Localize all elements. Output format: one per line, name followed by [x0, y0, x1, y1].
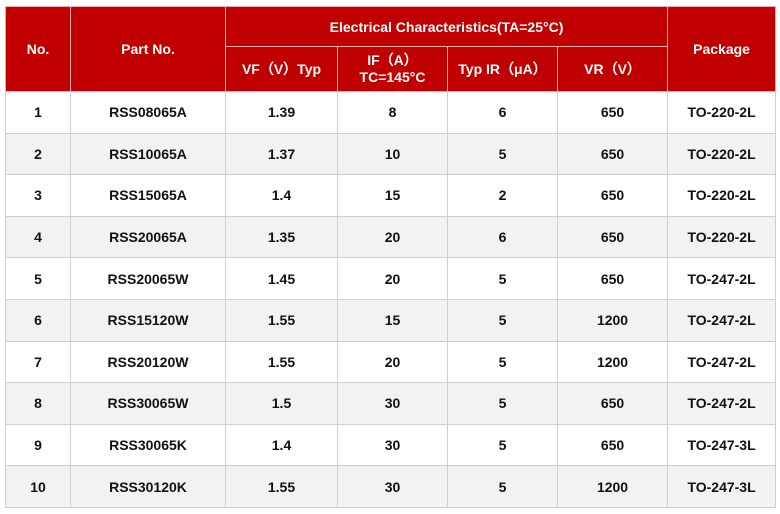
cell-vf: 1.5	[225, 382, 338, 425]
table-row: 7 RSS20120W 1.55 20 5 1200 TO-247-2L	[5, 340, 777, 384]
cell-vf: 1.55	[225, 340, 338, 384]
cell-no: 9	[5, 423, 71, 467]
cell-package: TO-247-2L	[667, 257, 777, 300]
cell-vr: 1200	[556, 340, 669, 384]
cell-vf: 1.45	[225, 257, 338, 300]
cell-ir: 6	[447, 91, 558, 134]
header-vf: VF（V）Typ	[225, 46, 338, 92]
cell-package: TO-247-3L	[667, 465, 777, 508]
cell-vr: 650	[556, 174, 669, 217]
cell-part-no: RSS30120K	[70, 465, 226, 508]
cell-no: 8	[5, 382, 71, 425]
cell-vr: 650	[556, 215, 669, 259]
cell-vf: 1.37	[225, 132, 338, 176]
cell-package: TO-220-2L	[667, 132, 777, 176]
cell-package: TO-220-2L	[667, 174, 777, 217]
cell-ir: 6	[447, 215, 558, 259]
cell-package: TO-247-3L	[667, 423, 777, 467]
cell-if: 20	[337, 257, 448, 300]
cell-no: 4	[5, 215, 71, 259]
table-row: 3 RSS15065A 1.4 15 2 650 TO-220-2L	[5, 174, 777, 217]
cell-part-no: RSS30065K	[70, 423, 226, 467]
table-row: 9 RSS30065K 1.4 30 5 650 TO-247-3L	[5, 423, 777, 467]
cell-if: 30	[337, 465, 448, 508]
cell-if: 15	[337, 174, 448, 217]
cell-no: 6	[5, 298, 71, 342]
cell-if: 8	[337, 91, 448, 134]
product-table: No. Part No. Electrical Characteristics(…	[5, 6, 777, 508]
cell-ir: 5	[447, 465, 558, 508]
cell-vr: 650	[556, 91, 669, 134]
cell-vf: 1.4	[225, 423, 338, 467]
table-row: 10 RSS30120K 1.55 30 5 1200 TO-247-3L	[5, 465, 777, 508]
cell-vr: 650	[556, 132, 669, 176]
cell-part-no: RSS08065A	[70, 91, 226, 134]
header-if-line2: TC=145°C	[359, 69, 426, 85]
cell-package: TO-247-2L	[667, 382, 777, 425]
cell-vf: 1.39	[225, 91, 338, 134]
cell-vr: 650	[556, 257, 669, 300]
cell-if: 30	[337, 382, 448, 425]
table-row: 6 RSS15120W 1.55 15 5 1200 TO-247-2L	[5, 298, 777, 342]
cell-if: 20	[337, 215, 448, 259]
header-package: Package	[667, 6, 777, 92]
cell-ir: 5	[447, 382, 558, 425]
cell-if: 10	[337, 132, 448, 176]
cell-no: 1	[5, 91, 71, 134]
cell-vr: 1200	[556, 298, 669, 342]
cell-part-no: RSS20065W	[70, 257, 226, 300]
cell-vr: 1200	[556, 465, 669, 508]
table-row: 2 RSS10065A 1.37 10 5 650 TO-220-2L	[5, 132, 777, 176]
cell-if: 15	[337, 298, 448, 342]
cell-package: TO-220-2L	[667, 91, 777, 134]
cell-no: 3	[5, 174, 71, 217]
cell-vf: 1.35	[225, 215, 338, 259]
header-if-line1: IF（A）	[367, 52, 418, 68]
cell-part-no: RSS10065A	[70, 132, 226, 176]
table-row: 4 RSS20065A 1.35 20 6 650 TO-220-2L	[5, 215, 777, 259]
cell-if: 30	[337, 423, 448, 467]
header-ir: Typ IR（μA）	[447, 46, 558, 92]
table-row: 5 RSS20065W 1.45 20 5 650 TO-247-2L	[5, 257, 777, 300]
cell-ir: 5	[447, 298, 558, 342]
cell-ir: 5	[447, 132, 558, 176]
cell-no: 5	[5, 257, 71, 300]
cell-vf: 1.55	[225, 465, 338, 508]
cell-part-no: RSS20120W	[70, 340, 226, 384]
cell-vf: 1.4	[225, 174, 338, 217]
table-row: 1 RSS08065A 1.39 8 6 650 TO-220-2L	[5, 91, 777, 134]
cell-vr: 650	[556, 423, 669, 467]
table-row: 8 RSS30065W 1.5 30 5 650 TO-247-2L	[5, 382, 777, 425]
cell-ir: 5	[447, 257, 558, 300]
header-vr: VR（V）	[556, 46, 669, 92]
header-part-no: Part No.	[70, 6, 226, 92]
cell-part-no: RSS20065A	[70, 215, 226, 259]
cell-package: TO-247-2L	[667, 340, 777, 384]
header-if: IF（A） TC=145°C	[337, 46, 448, 92]
cell-ir: 5	[447, 340, 558, 384]
cell-part-no: RSS15120W	[70, 298, 226, 342]
cell-vf: 1.55	[225, 298, 338, 342]
cell-ir: 5	[447, 423, 558, 467]
cell-part-no: RSS30065W	[70, 382, 226, 425]
header-no: No.	[5, 6, 71, 92]
cell-ir: 2	[447, 174, 558, 217]
cell-if: 20	[337, 340, 448, 384]
cell-part-no: RSS15065A	[70, 174, 226, 217]
cell-package: TO-247-2L	[667, 298, 777, 342]
cell-package: TO-220-2L	[667, 215, 777, 259]
cell-no: 2	[5, 132, 71, 176]
header-electrical-characteristics: Electrical Characteristics(TA=25°C)	[224, 6, 669, 47]
cell-no: 7	[5, 340, 71, 384]
cell-no: 10	[5, 465, 71, 508]
cell-vr: 650	[556, 382, 669, 425]
